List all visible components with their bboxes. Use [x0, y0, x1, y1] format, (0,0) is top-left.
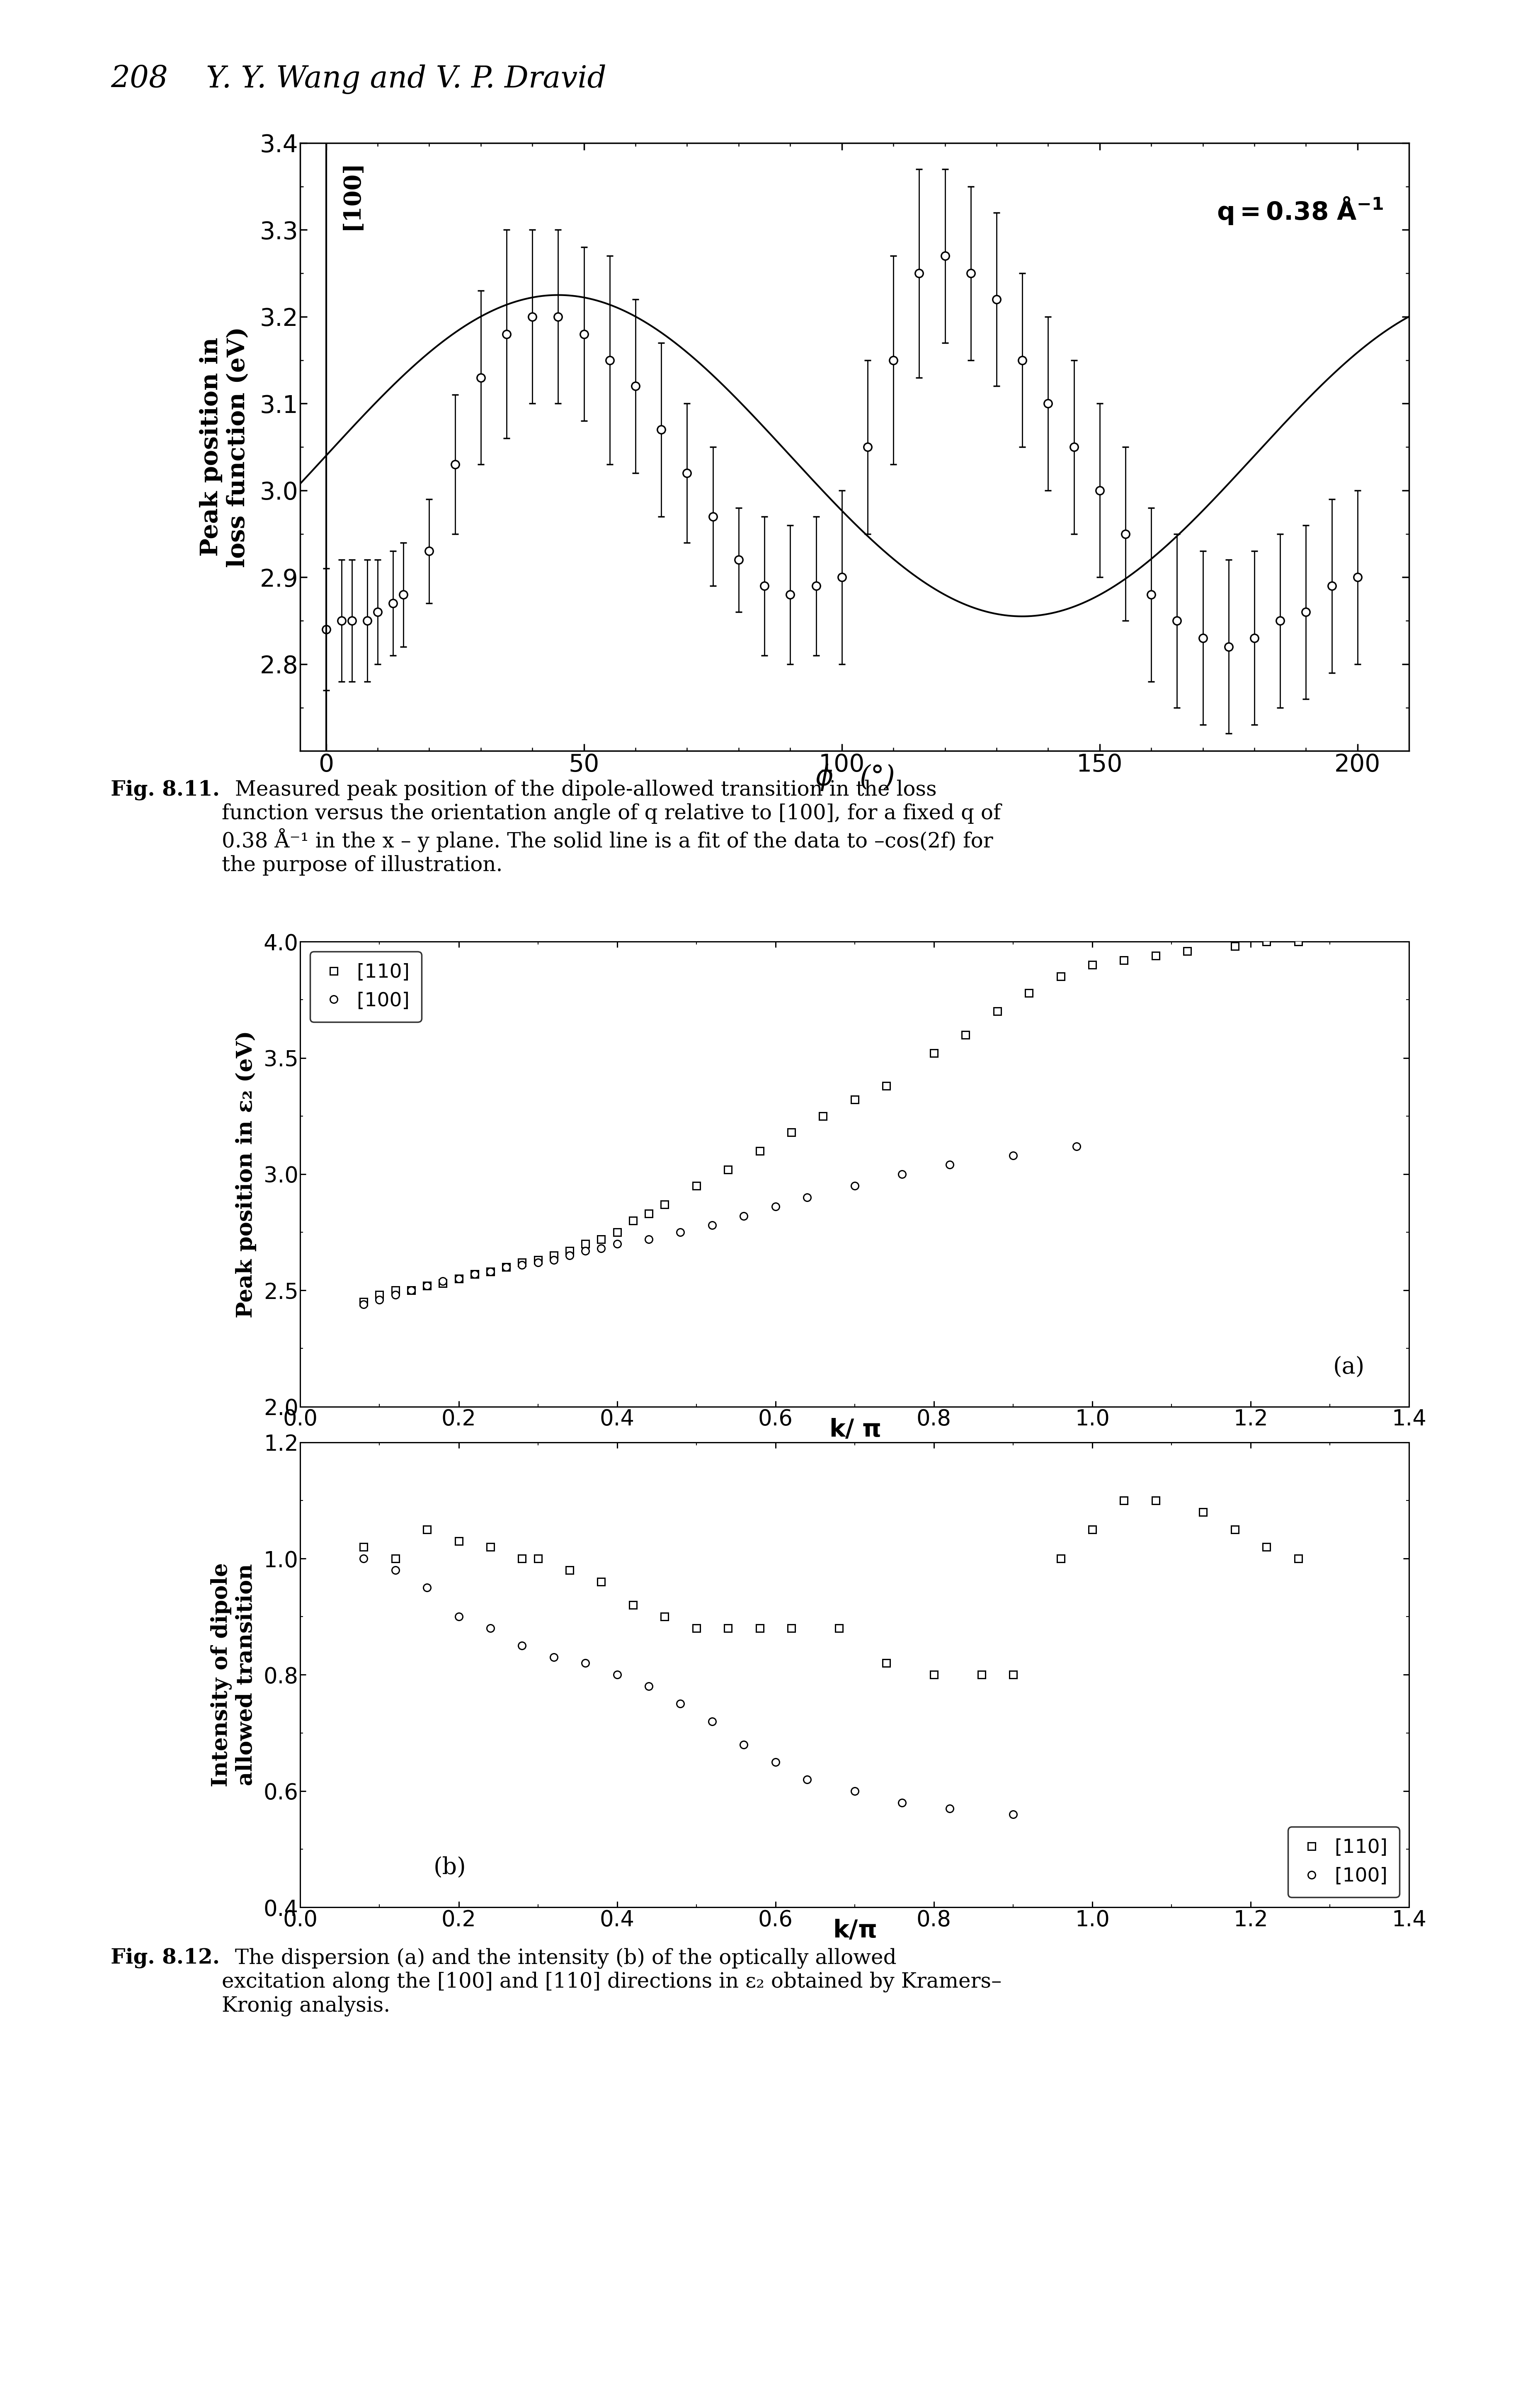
Text: $\mathbf{k/\ \pi}$: $\mathbf{k/\ \pi}$	[829, 1418, 881, 1442]
Text: $\phi$   (°): $\phi$ (°)	[815, 763, 895, 791]
Text: $\mathbf{k/\pi}$: $\mathbf{k/\pi}$	[833, 1919, 876, 1943]
Y-axis label: Peak position in
loss function (eV): Peak position in loss function (eV)	[199, 327, 249, 567]
Text: Fig. 8.11.: Fig. 8.11.	[111, 780, 220, 801]
Legend: [110], [100]: [110], [100]	[1287, 1826, 1400, 1898]
Y-axis label: Intensity of dipole
allowed transition: Intensity of dipole allowed transition	[211, 1562, 257, 1788]
Y-axis label: Peak position in ε₂ (eV): Peak position in ε₂ (eV)	[236, 1030, 257, 1318]
Legend: [110], [100]: [110], [100]	[310, 951, 422, 1023]
Text: (a): (a)	[1334, 1356, 1364, 1378]
Text: Measured peak position of the dipole-allowed transition in the loss
function ver: Measured peak position of the dipole-all…	[222, 780, 1001, 875]
Text: (b): (b)	[433, 1857, 467, 1879]
Text: [100]: [100]	[340, 160, 363, 231]
Text: The dispersion (a) and the intensity (b) of the optically allowed
excitation alo: The dispersion (a) and the intensity (b)…	[222, 1948, 1001, 2017]
Text: Fig. 8.12.: Fig. 8.12.	[111, 1948, 220, 1969]
Text: $\mathbf{q=0.38\ \AA^{-1}}$: $\mathbf{q=0.38\ \AA^{-1}}$	[1217, 195, 1383, 226]
Text: 208    Y. Y. Wang and V. P. Dravid: 208 Y. Y. Wang and V. P. Dravid	[111, 64, 607, 93]
